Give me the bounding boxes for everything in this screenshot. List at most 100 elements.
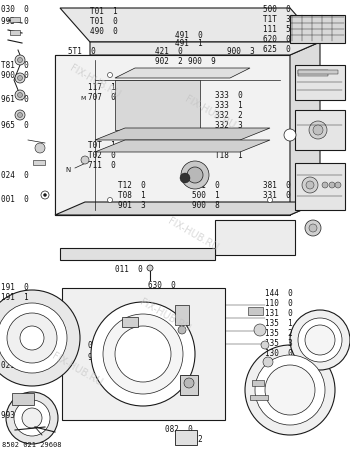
Polygon shape <box>90 42 320 55</box>
Circle shape <box>178 326 186 334</box>
Polygon shape <box>62 288 225 420</box>
Text: 191  2: 191 2 <box>175 436 203 445</box>
Circle shape <box>306 181 314 189</box>
Circle shape <box>15 90 25 100</box>
Text: 131  0: 131 0 <box>265 309 293 318</box>
Text: FIX-HUB.RU: FIX-HUB.RU <box>183 94 237 131</box>
Circle shape <box>6 392 58 444</box>
Polygon shape <box>115 80 200 130</box>
Text: 140  0: 140 0 <box>265 369 293 378</box>
Text: 901  3: 901 3 <box>118 201 146 210</box>
Circle shape <box>107 72 112 77</box>
Text: 144  0: 144 0 <box>265 288 293 297</box>
Text: T1T  3: T1T 3 <box>263 15 291 24</box>
Circle shape <box>267 198 273 203</box>
Bar <box>250 395 268 400</box>
Bar <box>175 430 197 445</box>
Polygon shape <box>95 140 270 152</box>
Text: 500  1: 500 1 <box>192 190 220 199</box>
Circle shape <box>41 191 49 199</box>
Circle shape <box>7 313 57 363</box>
Circle shape <box>0 290 80 386</box>
Text: 131  2: 131 2 <box>163 374 191 382</box>
Polygon shape <box>60 248 215 260</box>
Text: 381  0: 381 0 <box>192 180 220 189</box>
Polygon shape <box>290 42 320 215</box>
Circle shape <box>15 110 25 120</box>
Text: 333  1: 333 1 <box>215 100 243 109</box>
Circle shape <box>107 198 112 203</box>
Circle shape <box>329 182 335 188</box>
Polygon shape <box>295 110 345 150</box>
Text: 421  0: 421 0 <box>155 48 183 57</box>
Text: T18  2: T18 2 <box>155 122 183 131</box>
Text: 902  2: 902 2 <box>155 58 183 67</box>
Text: T18  0: T18 0 <box>155 132 183 141</box>
Bar <box>290 15 345 43</box>
Text: 135  1: 135 1 <box>265 319 293 328</box>
Text: T12  0: T12 0 <box>118 180 146 189</box>
Text: 131  1: 131 1 <box>163 364 191 373</box>
Circle shape <box>0 303 67 373</box>
Text: T81  0: T81 0 <box>1 60 29 69</box>
Text: FIX-HUB.RU: FIX-HUB.RU <box>138 297 191 333</box>
Text: 332  3: 332 3 <box>215 121 243 130</box>
Polygon shape <box>95 128 270 140</box>
Circle shape <box>245 345 335 435</box>
Text: 117  1: 117 1 <box>88 82 116 91</box>
Text: 135  3: 135 3 <box>265 338 293 347</box>
Circle shape <box>254 324 266 336</box>
Text: M: M <box>80 95 86 100</box>
Text: FIX-HUB.RU: FIX-HUB.RU <box>166 216 219 252</box>
Text: T01  1: T01 1 <box>90 8 118 17</box>
Polygon shape <box>295 163 345 210</box>
Circle shape <box>181 161 209 189</box>
Text: 082  0: 082 0 <box>165 426 193 435</box>
Text: T18  1: T18 1 <box>215 150 243 159</box>
Circle shape <box>14 400 50 436</box>
Bar <box>298 70 328 76</box>
Text: T13  0: T13 0 <box>215 140 243 149</box>
Text: T1T  4: T1T 4 <box>155 103 183 112</box>
Text: 191  0: 191 0 <box>1 284 29 292</box>
Circle shape <box>305 325 335 355</box>
Text: T08  1: T08 1 <box>118 190 146 199</box>
Text: 332  2: 332 2 <box>215 111 243 120</box>
Text: 130  1: 130 1 <box>265 359 293 368</box>
Circle shape <box>298 318 342 362</box>
Bar <box>180 375 198 395</box>
Text: 900  9: 900 9 <box>188 58 216 67</box>
Text: 021  0: 021 0 <box>1 360 29 369</box>
Text: T1T  0: T1T 0 <box>155 93 183 102</box>
Circle shape <box>15 55 25 65</box>
Text: 001  0: 001 0 <box>1 195 29 204</box>
Circle shape <box>302 177 318 193</box>
Circle shape <box>309 121 327 139</box>
Text: 910  5: 910 5 <box>88 354 116 363</box>
Circle shape <box>20 326 44 350</box>
Text: FIX-HUB.RU: FIX-HUB.RU <box>68 63 121 99</box>
Text: 331  0: 331 0 <box>263 190 291 199</box>
Circle shape <box>18 58 22 63</box>
Text: 900  3: 900 3 <box>227 48 255 57</box>
Text: 8502 021 29608: 8502 021 29608 <box>2 442 62 448</box>
Circle shape <box>180 173 190 183</box>
Text: 030  0: 030 0 <box>1 5 29 14</box>
Text: 381  0: 381 0 <box>263 180 291 189</box>
Bar <box>33 160 45 165</box>
Polygon shape <box>115 68 250 78</box>
Circle shape <box>35 143 45 153</box>
Circle shape <box>18 112 22 117</box>
Text: T0T  1: T0T 1 <box>88 140 116 149</box>
Polygon shape <box>295 65 345 100</box>
Text: 711  0: 711 0 <box>88 161 116 170</box>
Circle shape <box>305 220 321 236</box>
Text: 900  8: 900 8 <box>192 201 220 210</box>
Text: 332  4: 332 4 <box>215 130 243 140</box>
Circle shape <box>22 408 42 428</box>
Circle shape <box>255 355 325 425</box>
Text: 491  1: 491 1 <box>175 40 203 49</box>
Circle shape <box>18 93 22 98</box>
Text: 490  0: 490 0 <box>90 27 118 36</box>
Text: 111  5: 111 5 <box>263 26 291 35</box>
